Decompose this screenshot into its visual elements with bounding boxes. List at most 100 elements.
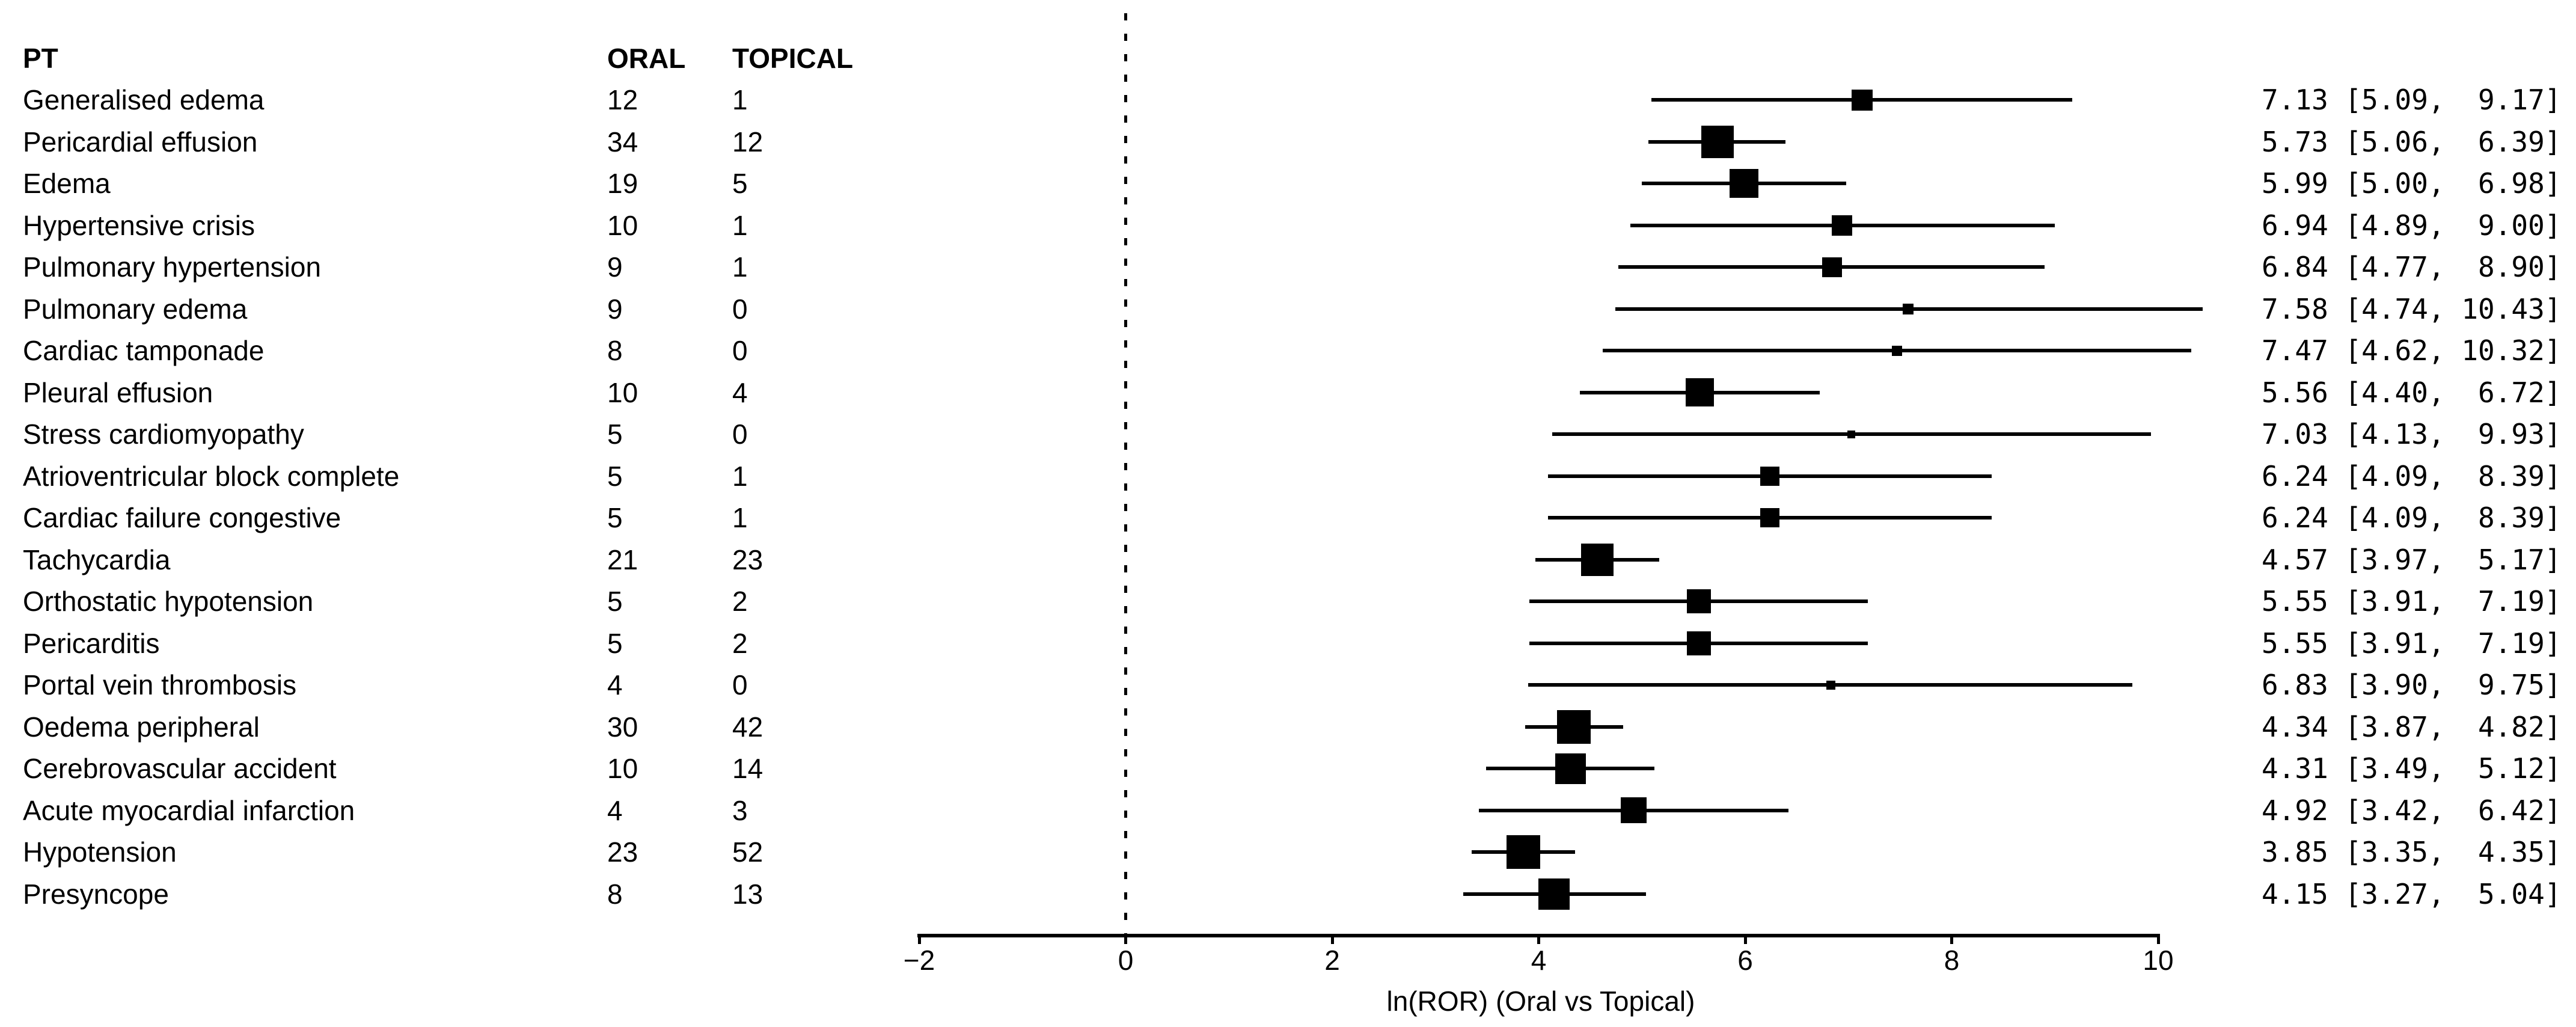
row-pt-label: Portal vein thrombosis [23, 669, 297, 701]
row-estimate-ci-text: 4.34 [3.87, 4.82] [2262, 710, 2562, 743]
x-axis-label: ln(ROR) (Oral vs Topical) [1386, 986, 1695, 1017]
estimate-marker-square [1760, 508, 1780, 527]
estimate-marker-square [1581, 543, 1614, 576]
estimate-marker-square [1701, 125, 1734, 158]
estimate-marker-square [1555, 753, 1586, 784]
row-topical-count: 52 [732, 836, 763, 868]
row-pt-label: Hypertensive crisis [23, 209, 255, 241]
row-topical-count: 14 [732, 753, 763, 784]
row-estimate-ci-text: 4.92 [3.42, 6.42] [2262, 794, 2562, 827]
row-estimate-ci-text: 6.83 [3.90, 9.75] [2262, 669, 2562, 701]
row-topical-count: 1 [732, 460, 748, 492]
x-axis-tick [1124, 936, 1127, 944]
estimate-marker-square [1851, 89, 1873, 111]
row-estimate-ci-text: 5.73 [5.06, 6.39] [2262, 125, 2562, 158]
row-estimate-ci-text: 5.55 [3.91, 7.19] [2262, 627, 2562, 660]
row-oral-count: 4 [607, 669, 623, 701]
row-estimate-ci-text: 7.03 [4.13, 9.93] [2262, 418, 2562, 450]
row-oral-count: 10 [607, 753, 638, 784]
row-pt-label: Edema [23, 168, 111, 199]
x-axis-tick [1743, 936, 1747, 944]
x-axis-tick-label: −2 [903, 945, 935, 976]
row-estimate-ci-text: 7.47 [4.62, 10.32] [2262, 334, 2562, 367]
estimate-marker-square [1826, 680, 1836, 690]
x-axis-tick-label: 2 [1324, 945, 1340, 976]
row-oral-count: 4 [607, 794, 623, 826]
row-topical-count: 5 [732, 168, 748, 199]
row-estimate-ci-text: 3.85 [3.35, 4.35] [2262, 836, 2562, 868]
row-pt-label: Pericarditis [23, 627, 160, 659]
row-topical-count: 23 [732, 544, 763, 575]
row-topical-count: 0 [732, 293, 748, 325]
row-topical-count: 13 [732, 878, 763, 910]
estimate-marker-square [1506, 835, 1540, 869]
row-pt-label: Generalised edema [23, 84, 265, 115]
row-estimate-ci-text: 6.84 [4.77, 8.90] [2262, 251, 2562, 283]
row-topical-count: 0 [732, 418, 748, 450]
row-estimate-ci-text: 5.55 [3.91, 7.19] [2262, 585, 2562, 618]
row-pt-label: Cerebrovascular accident [23, 753, 337, 784]
x-axis-tick-label: 4 [1531, 945, 1547, 976]
row-oral-count: 12 [607, 84, 638, 115]
x-axis-tick [2156, 936, 2160, 944]
estimate-marker-square [1760, 466, 1780, 486]
row-topical-count: 1 [732, 84, 748, 115]
row-pt-label: Cardiac failure congestive [23, 502, 341, 533]
row-oral-count: 34 [607, 126, 638, 158]
row-pt-label: Cardiac tamponade [23, 335, 265, 366]
row-pt-label: Presyncope [23, 878, 169, 910]
estimate-marker-square [1822, 257, 1842, 277]
column-header-topical: TOPICAL [732, 43, 854, 74]
estimate-marker-square [1621, 797, 1647, 823]
row-topical-count: 1 [732, 502, 748, 533]
row-oral-count: 19 [607, 168, 638, 199]
x-axis-tick [1537, 936, 1540, 944]
x-axis-tick-label: 6 [1737, 945, 1753, 976]
row-estimate-ci-text: 6.24 [4.09, 8.39] [2262, 459, 2562, 492]
row-oral-count: 10 [607, 376, 638, 408]
x-axis-tick [917, 936, 921, 944]
estimate-marker-square [1891, 345, 1902, 356]
estimate-marker-square [1686, 589, 1711, 613]
row-topical-count: 2 [732, 586, 748, 617]
row-estimate-ci-text: 4.31 [3.49, 5.12] [2262, 752, 2562, 785]
row-oral-count: 5 [607, 502, 623, 533]
row-oral-count: 5 [607, 627, 623, 659]
row-topical-count: 12 [732, 126, 763, 158]
estimate-marker-square [1686, 631, 1711, 655]
row-pt-label: Tachycardia [23, 544, 171, 575]
x-axis-tick [1330, 936, 1334, 944]
estimate-marker-square [1556, 710, 1591, 744]
estimate-marker-square [1730, 169, 1759, 198]
estimate-marker-square [1685, 378, 1714, 406]
row-topical-count: 4 [732, 376, 748, 408]
row-pt-label: Pulmonary hypertension [23, 251, 322, 283]
row-pt-label: Pericardial effusion [23, 126, 258, 158]
row-topical-count: 1 [732, 209, 748, 241]
row-oral-count: 9 [607, 251, 623, 283]
row-oral-count: 8 [607, 335, 623, 366]
row-estimate-ci-text: 7.13 [5.09, 9.17] [2262, 84, 2562, 116]
zero-reference-line [1124, 13, 1127, 936]
row-estimate-ci-text: 5.99 [5.00, 6.98] [2262, 167, 2562, 200]
row-pt-label: Atrioventricular block complete [23, 460, 400, 492]
row-estimate-ci-text: 6.94 [4.89, 9.00] [2262, 209, 2562, 242]
column-header-pt: PT [23, 43, 58, 74]
row-estimate-ci-text: 5.56 [4.40, 6.72] [2262, 376, 2562, 409]
estimate-marker-square [1538, 878, 1570, 910]
row-oral-count: 5 [607, 586, 623, 617]
estimate-marker-square [1832, 215, 1853, 236]
row-oral-count: 30 [607, 711, 638, 743]
column-header-oral: ORAL [607, 43, 686, 74]
row-topical-count: 0 [732, 669, 748, 701]
x-axis-tick-label: 10 [2143, 945, 2174, 976]
row-oral-count: 21 [607, 544, 638, 575]
row-topical-count: 1 [732, 251, 748, 283]
x-axis-tick [1950, 936, 1953, 944]
row-oral-count: 23 [607, 836, 638, 868]
row-pt-label: Oedema peripheral [23, 711, 260, 743]
row-pt-label: Hypotension [23, 836, 177, 868]
x-axis-tick-label: 0 [1118, 945, 1134, 976]
row-pt-label: Pulmonary edema [23, 293, 248, 325]
row-pt-label: Orthostatic hypotension [23, 586, 314, 617]
